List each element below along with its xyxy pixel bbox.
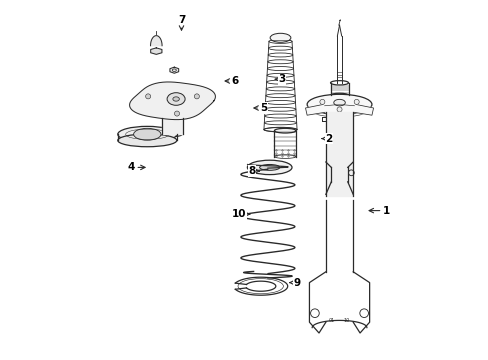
Text: 5: 5 bbox=[253, 103, 267, 113]
Polygon shape bbox=[150, 36, 162, 46]
Ellipse shape bbox=[259, 165, 279, 170]
Polygon shape bbox=[170, 67, 178, 73]
Polygon shape bbox=[305, 104, 325, 115]
Ellipse shape bbox=[269, 33, 290, 42]
Circle shape bbox=[194, 94, 199, 99]
Circle shape bbox=[353, 99, 359, 104]
Text: 8: 8 bbox=[247, 166, 259, 176]
Ellipse shape bbox=[133, 129, 161, 140]
Text: 2: 2 bbox=[321, 134, 332, 144]
Ellipse shape bbox=[306, 94, 371, 114]
Text: 1: 1 bbox=[368, 206, 389, 216]
Text: 3: 3 bbox=[275, 74, 285, 84]
Circle shape bbox=[336, 107, 342, 112]
Ellipse shape bbox=[167, 93, 185, 105]
Circle shape bbox=[319, 99, 324, 104]
Circle shape bbox=[174, 111, 179, 116]
Ellipse shape bbox=[247, 160, 291, 175]
Text: 10: 10 bbox=[231, 209, 249, 219]
Text: 4: 4 bbox=[127, 162, 145, 172]
Text: 01: 01 bbox=[328, 318, 334, 323]
Text: 9: 9 bbox=[289, 278, 300, 288]
Text: 6: 6 bbox=[224, 76, 239, 86]
Polygon shape bbox=[325, 112, 352, 196]
Ellipse shape bbox=[118, 134, 177, 147]
Ellipse shape bbox=[274, 129, 295, 133]
Text: 10: 10 bbox=[343, 318, 349, 323]
Polygon shape bbox=[150, 48, 162, 54]
Text: 7: 7 bbox=[178, 15, 185, 30]
Polygon shape bbox=[353, 104, 373, 115]
Ellipse shape bbox=[172, 97, 179, 101]
Polygon shape bbox=[162, 118, 182, 134]
Polygon shape bbox=[129, 82, 215, 120]
Ellipse shape bbox=[118, 126, 177, 142]
Ellipse shape bbox=[333, 99, 345, 106]
Ellipse shape bbox=[162, 131, 182, 137]
Circle shape bbox=[145, 94, 150, 99]
